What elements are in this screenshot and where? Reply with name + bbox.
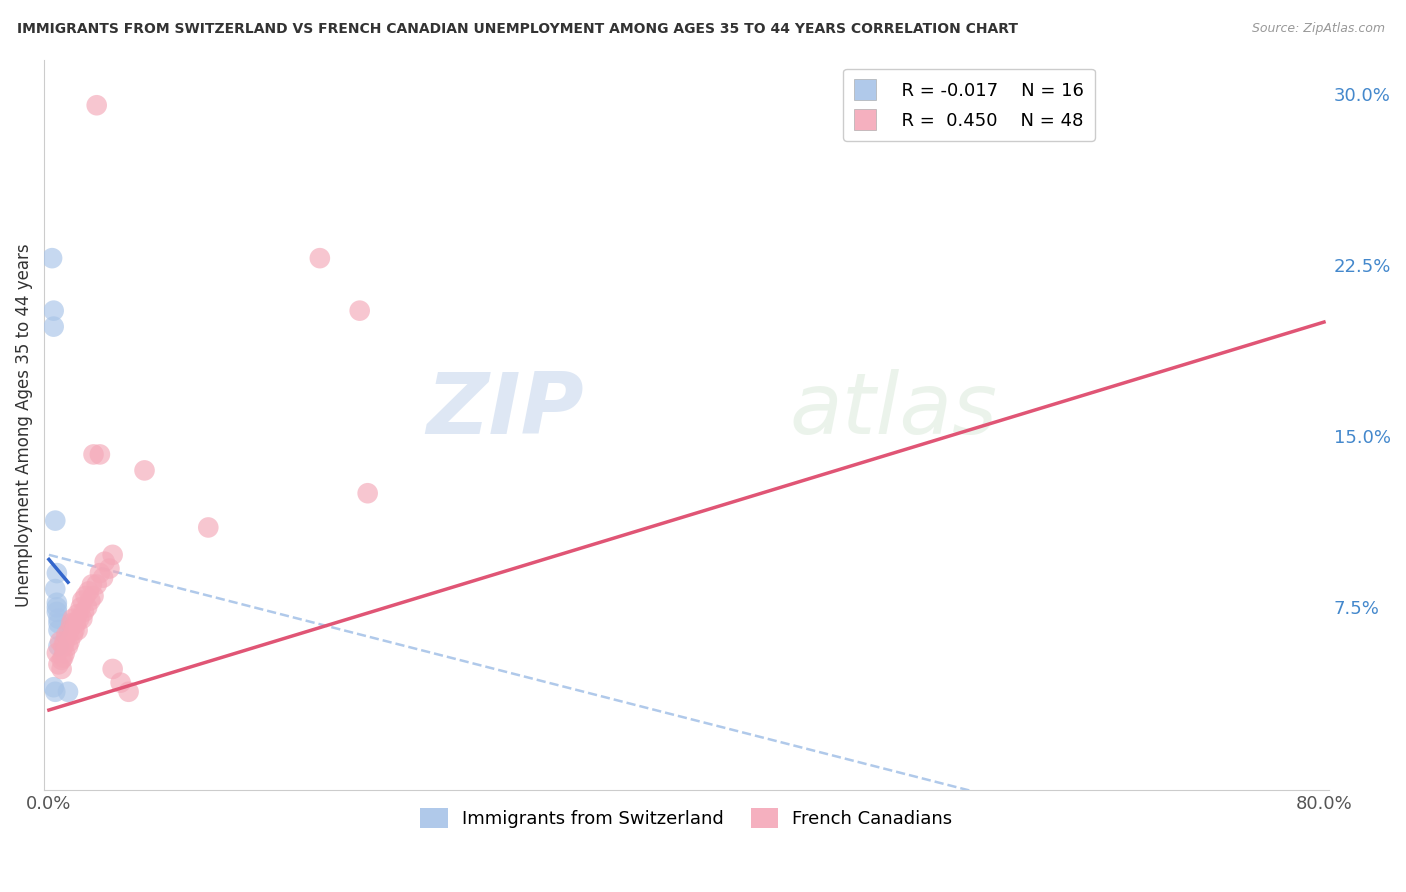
Point: [89, 447, 111, 461]
Text: Source: ZipAtlas.com: Source: ZipAtlas.com: [1251, 22, 1385, 36]
Point: [72, 593, 94, 607]
Point: [134, 463, 156, 477]
Point: [110, 675, 132, 690]
Point: [349, 303, 371, 318]
Point: [63, 623, 86, 637]
Point: [308, 251, 330, 265]
Point: [197, 520, 219, 534]
Point: [48, 639, 70, 653]
Point: [86, 98, 108, 112]
Legend: Immigrants from Switzerland, French Canadians: Immigrants from Switzerland, French Cana…: [413, 800, 960, 836]
Point: [52, 639, 75, 653]
Point: [76, 600, 98, 615]
Point: [52, 650, 75, 665]
Point: [77, 584, 100, 599]
Point: [48, 616, 70, 631]
Point: [44, 582, 66, 596]
Point: [101, 548, 124, 562]
Point: [98, 561, 121, 575]
Point: [60, 616, 83, 631]
Point: [53, 646, 76, 660]
Point: [86, 577, 108, 591]
Point: [53, 634, 76, 648]
Text: atlas: atlas: [789, 368, 997, 451]
Point: [42, 680, 65, 694]
Text: ZIP: ZIP: [426, 368, 583, 451]
Y-axis label: Unemployment Among Ages 35 to 44 years: Unemployment Among Ages 35 to 44 years: [15, 243, 32, 607]
Point: [93, 555, 115, 569]
Point: [62, 612, 84, 626]
Point: [42, 319, 65, 334]
Point: [48, 657, 70, 672]
Point: [66, 623, 89, 637]
Point: [91, 571, 114, 585]
Point: [356, 486, 378, 500]
Point: [117, 685, 139, 699]
Point: [51, 653, 73, 667]
Point: [48, 623, 70, 637]
Point: [45, 566, 67, 580]
Point: [80, 577, 103, 591]
Point: [59, 623, 82, 637]
Point: [55, 628, 77, 642]
Point: [44, 685, 66, 699]
Point: [83, 589, 105, 603]
Point: [56, 639, 79, 653]
Point: [72, 612, 94, 626]
Text: IMMIGRANTS FROM SWITZERLAND VS FRENCH CANADIAN UNEMPLOYMENT AMONG AGES 35 TO 44 : IMMIGRANTS FROM SWITZERLAND VS FRENCH CA…: [17, 22, 1018, 37]
Point: [62, 628, 84, 642]
Point: [89, 566, 111, 580]
Point: [51, 662, 73, 676]
Point: [101, 662, 124, 676]
Point: [59, 634, 82, 648]
Point: [75, 589, 97, 603]
Point: [69, 600, 91, 615]
Point: [48, 612, 70, 626]
Point: [67, 612, 90, 626]
Point: [56, 685, 79, 699]
Point: [45, 605, 67, 619]
Point: [42, 303, 65, 318]
Point: [79, 593, 101, 607]
Point: [41, 251, 63, 265]
Point: [73, 605, 96, 619]
Point: [45, 646, 67, 660]
Point: [66, 607, 89, 622]
Point: [45, 596, 67, 610]
Point: [49, 634, 72, 648]
Point: [44, 514, 66, 528]
Point: [83, 447, 105, 461]
Point: [45, 600, 67, 615]
Point: [65, 616, 87, 631]
